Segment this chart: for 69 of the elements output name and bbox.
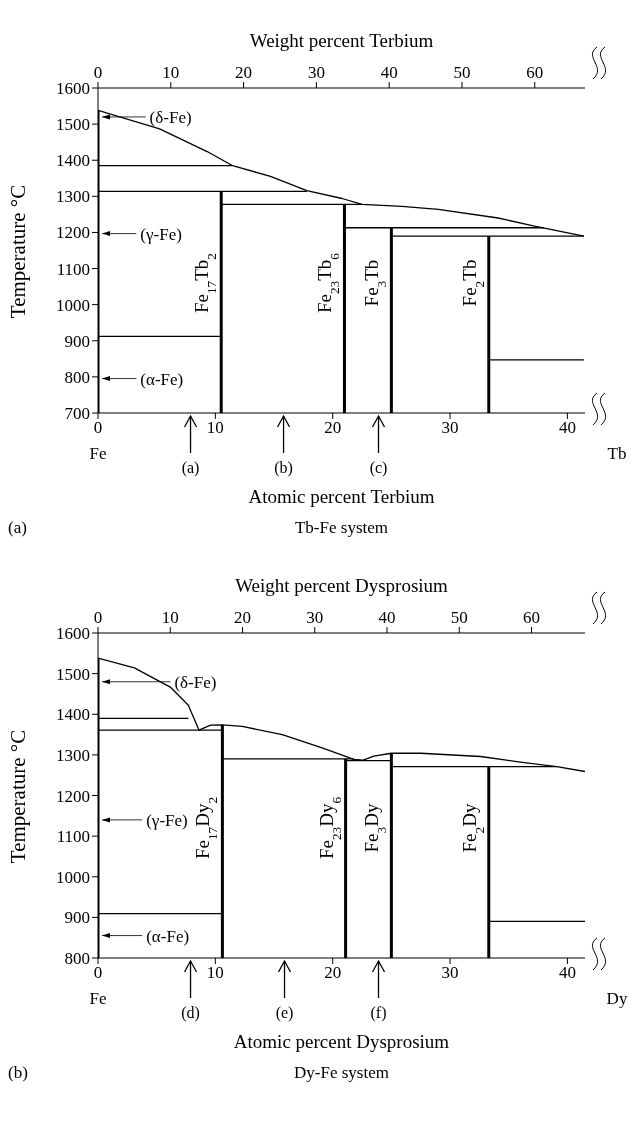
y-tick-label: 1300 <box>56 187 90 207</box>
y-tick-label: 1400 <box>56 705 90 725</box>
annotation: (γ-Fe) <box>140 224 182 244</box>
y-tick-label: 1200 <box>56 786 90 806</box>
y-tick-label: 1600 <box>56 624 90 644</box>
x2-axis-title: Weight percent Dysprosium <box>234 575 449 597</box>
x-axis-title: Atomic percent Terbium <box>247 486 436 508</box>
y-tick-label: 1500 <box>56 664 90 684</box>
text: Dy <box>606 989 628 1008</box>
x-tick-label: 20 <box>324 963 342 983</box>
text: (b) <box>8 1063 28 1083</box>
y-tick-label: 900 <box>64 908 90 928</box>
x2-tick-label: 50 <box>450 608 468 627</box>
x-axis-title: Atomic percent Dysprosium <box>232 1031 451 1053</box>
text: (c) <box>369 459 388 477</box>
x2-axis-title: Weight percent Terbium <box>248 30 435 52</box>
y-tick-label: 800 <box>64 949 90 969</box>
y-tick-label: 800 <box>64 367 90 387</box>
x2-tick-label: 0 <box>93 63 103 82</box>
text: Fe <box>89 989 107 1008</box>
x2-tick-label: 60 <box>526 63 544 82</box>
x-tick-label: 30 <box>441 963 459 983</box>
y-tick-label: 1200 <box>56 223 90 243</box>
y-tick-label: 1100 <box>56 259 90 279</box>
y-tick-label: 1100 <box>56 827 90 847</box>
x2-tick-label: 40 <box>378 608 396 627</box>
text: (d) <box>181 1004 200 1022</box>
x-tick-label: 0 <box>93 963 103 983</box>
text: Dy-Fe system <box>293 1063 390 1083</box>
text: (e) <box>275 1004 294 1022</box>
x-tick-label: 0 <box>93 418 103 438</box>
x2-tick-label: 50 <box>453 63 471 82</box>
x-tick-label: 30 <box>441 418 459 438</box>
annotation: (α-Fe) <box>146 926 190 946</box>
y-tick-label: 1000 <box>56 295 90 315</box>
text: (a) <box>8 518 27 538</box>
y-tick-label: 700 <box>64 404 90 424</box>
y-axis-title: Temperature °C <box>5 183 31 320</box>
x2-tick-label: 10 <box>162 63 180 82</box>
text: Tb <box>607 444 627 463</box>
y-tick-label: 1500 <box>56 115 90 135</box>
x2-tick-label: 40 <box>380 63 398 82</box>
annotation: (γ-Fe) <box>146 810 188 830</box>
x-tick-label: 40 <box>558 963 576 983</box>
x2-tick-label: 60 <box>523 608 541 627</box>
annotation: (α-Fe) <box>140 369 184 389</box>
x-tick-label: 10 <box>206 963 224 983</box>
text: (a) <box>181 459 200 477</box>
x2-tick-label: 20 <box>235 63 253 82</box>
text: (b) <box>274 459 293 477</box>
y-tick-label: 1300 <box>56 745 90 765</box>
x2-tick-label: 30 <box>307 63 325 82</box>
x2-tick-label: 20 <box>234 608 252 627</box>
x-tick-label: 10 <box>206 418 224 438</box>
x2-tick-label: 10 <box>161 608 179 627</box>
text: Tb-Fe system <box>294 518 389 538</box>
annotation: (δ-Fe) <box>149 107 192 127</box>
x2-tick-label: 0 <box>93 608 103 627</box>
annotation: (δ-Fe) <box>174 672 217 692</box>
y-axis-title: Temperature °C <box>5 728 31 865</box>
x-tick-label: 40 <box>558 418 576 438</box>
y-tick-label: 1000 <box>56 867 90 887</box>
x-tick-label: 20 <box>324 418 342 438</box>
text: Fe <box>89 444 107 463</box>
y-tick-label: 1600 <box>56 79 90 99</box>
y-tick-label: 1400 <box>56 151 90 171</box>
y-tick-label: 900 <box>64 331 90 351</box>
x2-tick-label: 30 <box>306 608 324 627</box>
text: (f) <box>370 1004 387 1022</box>
